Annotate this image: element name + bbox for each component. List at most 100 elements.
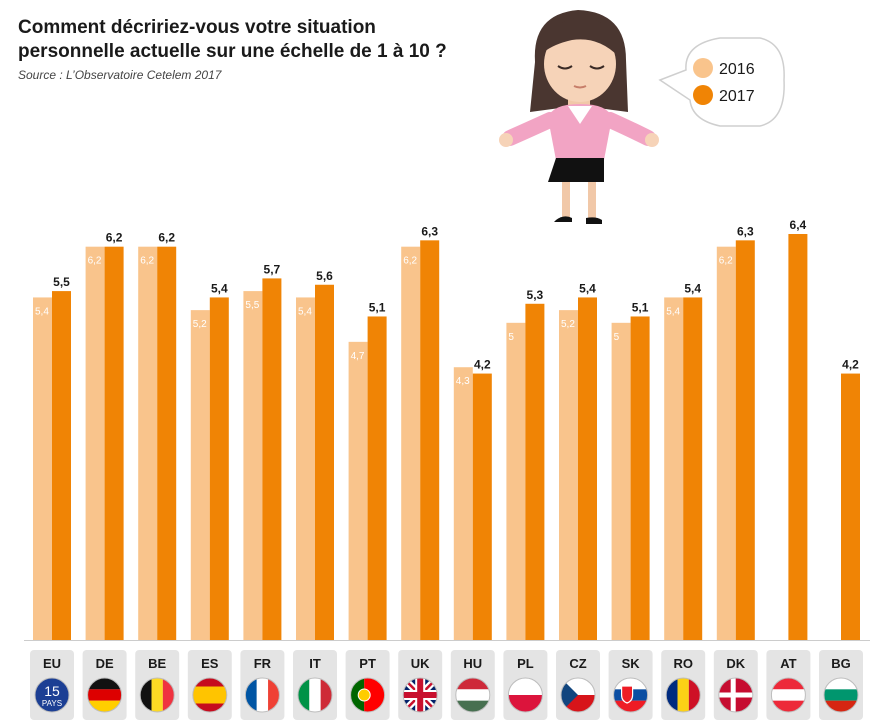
- data-label-2017-bg: 4,2: [842, 358, 859, 372]
- category-label-pt: PT: [359, 656, 376, 671]
- category-label-be: BE: [148, 656, 166, 671]
- category-label-ro: RO: [673, 656, 693, 671]
- data-label-2017-at: 6,4: [790, 218, 807, 232]
- data-label-2017-es: 5,4: [211, 281, 228, 295]
- chart-title: Comment décririez-vous votre situation p…: [18, 16, 458, 64]
- bar-2017-uk: [420, 240, 440, 640]
- data-label-2017-cz: 5,4: [579, 281, 596, 295]
- chart-title-line-2: personnelle actuelle sur une échelle de …: [18, 41, 447, 62]
- data-label-2017-pl: 5,3: [527, 288, 544, 302]
- bar-2016-be: [138, 246, 158, 640]
- flag-austria-icon: [771, 678, 806, 712]
- category-label-uk: UK: [411, 656, 430, 671]
- flag-ring: [192, 677, 228, 713]
- data-label-2016-ro: 5,4: [666, 306, 680, 317]
- data-label-2016-dk: 6,2: [719, 256, 733, 267]
- flag-slovakia-icon: [613, 678, 648, 712]
- flag-czech-republic-icon: [561, 678, 595, 712]
- category-label-at: AT: [780, 656, 796, 671]
- flag-ring: [350, 677, 386, 713]
- bar-2016-dk: [716, 246, 736, 640]
- flag-ring: [560, 677, 596, 713]
- eu-badge-count: 15: [44, 683, 60, 699]
- flag-portugal-icon: [350, 678, 385, 712]
- flag-poland-icon: [508, 678, 543, 712]
- bar-2017-es: [209, 297, 229, 640]
- data-label-2016-be: 6,2: [140, 256, 154, 267]
- data-label-2017-hu: 4,2: [474, 358, 491, 372]
- flag-ring: [507, 677, 543, 713]
- bar-2016-es: [190, 310, 210, 640]
- bar-2017-it: [315, 284, 334, 640]
- bar-2016-pl: [506, 322, 526, 640]
- data-label-2017-sk: 5,1: [632, 300, 649, 314]
- bar-2016-ro: [664, 297, 684, 640]
- data-label-2016-fr: 5,5: [245, 300, 259, 311]
- bar-2016-pt: [348, 341, 368, 640]
- bar-2017-pt: [367, 316, 387, 640]
- chart-source: Source : L’Observatoire Cetelem 2017: [18, 68, 222, 82]
- category-label-fr: FR: [254, 656, 272, 671]
- flag-hungary-icon: [455, 678, 490, 712]
- bar-2016-sk: [611, 322, 631, 640]
- bar-2017-eu: [52, 291, 71, 640]
- category-label-sk: SK: [622, 656, 641, 671]
- bar-2017-cz: [578, 297, 597, 640]
- flag-ring: [718, 677, 754, 713]
- flag-italy-icon: [298, 678, 332, 712]
- bar-2016-de: [85, 246, 105, 640]
- data-label-2016-de: 6,2: [88, 256, 102, 267]
- bar-2017-dk: [735, 240, 755, 640]
- flag-belgium-icon: [140, 678, 175, 712]
- bar-2017-be: [157, 246, 177, 640]
- flag-spain-icon: [192, 678, 227, 712]
- data-label-2016-es: 5,2: [193, 319, 207, 330]
- eu-badge-label: PAYS: [42, 699, 62, 708]
- flag-ring: [244, 677, 280, 713]
- category-label-cz: CZ: [569, 656, 586, 671]
- flag-ring: [87, 677, 123, 713]
- flag-denmark-icon: [718, 678, 753, 712]
- flag-romania-icon: [666, 678, 701, 712]
- flag-france-icon: [245, 678, 280, 712]
- data-label-2016-sk: 5: [614, 332, 620, 343]
- category-label-pl: PL: [517, 656, 534, 671]
- bar-2016-hu: [453, 367, 473, 640]
- data-label-2017-it: 5,6: [316, 269, 333, 283]
- flag-ring: [455, 677, 491, 713]
- data-label-2016-uk: 6,2: [403, 256, 417, 267]
- flag-ring: [770, 677, 806, 713]
- data-label-2017-ro: 5,4: [684, 281, 701, 295]
- flag-ring: [34, 677, 70, 713]
- data-label-2016-cz: 5,2: [561, 319, 575, 330]
- data-label-2016-eu: 5,4: [35, 306, 49, 317]
- bar-2017-ro: [683, 297, 703, 640]
- bar-2017-hu: [472, 373, 492, 640]
- flag-ring: [139, 677, 175, 713]
- flag-ring: [297, 677, 333, 713]
- category-label-es: ES: [201, 656, 219, 671]
- category-label-bg: BG: [831, 656, 851, 671]
- bar-2017-bg: [841, 373, 860, 640]
- bar-2016-fr: [243, 291, 263, 640]
- flag-ring: [665, 677, 701, 713]
- category-label-dk: DK: [726, 656, 745, 671]
- data-label-2016-pl: 5: [508, 332, 514, 343]
- bar-2016-uk: [401, 246, 421, 640]
- flag-uk-icon: [403, 678, 438, 712]
- data-label-2017-be: 6,2: [158, 231, 175, 245]
- data-label-2017-uk: 6,3: [421, 224, 438, 238]
- bar-2017-at: [788, 234, 808, 640]
- category-label-hu: HU: [463, 656, 482, 671]
- data-label-2017-fr: 5,7: [264, 262, 281, 276]
- flag-germany-icon: [87, 678, 122, 712]
- data-label-2017-pt: 5,1: [369, 300, 386, 314]
- bar-2017-sk: [630, 316, 650, 640]
- bar-2017-de: [104, 246, 124, 640]
- category-label-de: DE: [96, 656, 114, 671]
- flag-bulgaria-icon: [824, 678, 858, 712]
- data-label-2017-de: 6,2: [106, 231, 123, 245]
- bar-2017-pl: [525, 303, 545, 640]
